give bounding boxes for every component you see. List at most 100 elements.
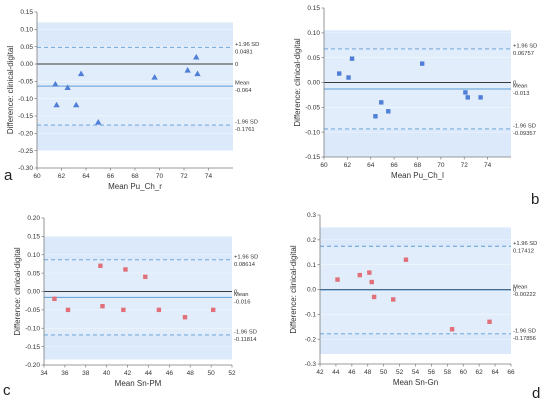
zero-value-label: 0 [235,62,238,68]
data-point [151,73,158,80]
mean-title: Mean [235,81,250,87]
panel-letter: c [3,382,11,399]
panel-c: 0.20 0.15 0.10 0.05 0.00 -0.05 -0.10 -0.15 -0.20… [3,215,258,399]
y-tick-label: 0.05 [307,55,320,62]
y-tick-label: -0.20 [18,131,33,138]
y-tick-label: -0.30 [18,165,33,172]
y-axis-title: Difference: clinical-digital [6,46,15,135]
data-point [478,95,483,100]
y-tick-label: -0.1 [305,312,317,319]
y-tick-label: -0.05 [25,307,40,314]
x-tick-label: 74 [205,173,213,180]
x-tick-label: 62 [58,173,66,180]
x-tick-label: 62 [344,162,352,169]
upper-limit-value: 0.08614 [234,262,256,268]
data-point [357,272,362,278]
x-tick-label: 34 [40,370,48,377]
data-point [143,274,148,279]
x-tick-label: 50 [380,369,388,376]
y-tick-label: 0.05 [27,270,40,277]
panel-a: 0.15 0.10 0.05 0.00 -0.05 -0.10 -0.15 -0.20 -0.2… [4,9,259,191]
upper-limit-title: +1.96 SD [235,42,259,48]
lower-limit-title: -1.96 SD [513,123,536,129]
lower-limit-title: -1.96 SD [234,329,257,335]
data-point [369,279,374,285]
x-tick-label: 46 [348,369,356,376]
data-point [211,307,216,313]
panel-letter: a [4,167,13,184]
mean-title: Mean [513,285,528,291]
panel-d: 0.3 0.2 0.1 0.0 -0.1 -0.2 -0.342 44 46 48 50 52 54 56… [289,212,540,402]
x-tick-label: 72 [461,162,469,169]
y-tick-label: -0.10 [18,96,33,103]
y-tick-label: 0.1 [307,262,316,269]
y-tick-label: 0.10 [20,27,33,34]
y-tick-label: 0.15 [20,9,33,16]
x-axis-title: Mean Pu_Ch_r [108,182,162,191]
mean-value: -0.016 [234,299,250,305]
panel-letter: b [531,191,539,208]
data-point [194,70,201,77]
x-tick-label: 38 [82,370,90,377]
y-tick-label: -0.25 [18,148,33,155]
x-tick-label: 58 [444,369,452,376]
data-point [463,90,468,95]
upper-limit-title: +1.96 SD [234,254,258,260]
x-tick-label: 60 [33,173,41,180]
x-tick-label: 52 [396,369,404,376]
x-tick-label: 42 [316,369,324,376]
data-point [52,80,59,87]
x-axis-title: Mean Sn-Gn [393,378,438,387]
x-tick-label: 44 [332,369,340,376]
x-tick-label: 62 [476,369,484,376]
y-tick-label: 0.00 [20,61,33,68]
data-point [449,327,455,332]
zero-value-label: 0 [513,288,516,294]
y-tick-label: 0.00 [27,289,40,296]
data-point [65,307,71,313]
zero-value-label: 0 [234,290,237,296]
x-tick-label: 54 [412,369,420,376]
y-tick-label: -0.20 [25,362,40,369]
data-point [121,307,126,313]
data-point [156,307,162,313]
data-point [367,270,372,275]
data-point [182,315,188,320]
data-point [335,277,340,282]
data-point [379,100,384,105]
data-point [184,67,191,73]
lower-limit-value: -0.17856 [513,336,536,342]
upper-limit-value: 0.0481 [235,49,253,55]
y-tick-label: 0.00 [307,80,320,87]
y-tick-label: 0.10 [27,252,40,259]
y-tick-label: 0.2 [307,237,316,244]
y-axis-title: Difference: clinical-digital [13,247,22,336]
upper-limit-value: 0.17412 [513,248,534,254]
x-tick-label: 60 [320,162,328,169]
lower-limit-value: -0.1761 [235,127,255,133]
data-point [403,257,409,262]
data-point [386,109,391,114]
y-tick-label: -0.3 [305,361,317,368]
data-point [123,267,128,272]
data-point [336,71,342,76]
y-tick-label: 0.15 [27,234,40,241]
x-axis-title: Mean Pu_Ch_l [391,171,444,180]
x-tick-label: 60 [460,369,468,376]
mean-title: Mean [513,83,528,89]
x-tick-label: 48 [364,369,372,376]
x-tick-label: 44 [145,370,153,377]
y-tick-label: -0.05 [305,105,320,112]
data-point [419,61,425,66]
x-tick-label: 68 [131,173,139,180]
x-tick-label: 70 [156,173,164,180]
data-point [193,53,200,60]
x-tick-label: 52 [228,370,236,377]
x-tick-label: 36 [61,370,69,377]
x-tick-label: 64 [82,173,90,180]
zero-value-label: 0 [513,81,516,87]
x-tick-label: 66 [391,162,399,169]
upper-limit-value: 0.06757 [513,51,534,57]
